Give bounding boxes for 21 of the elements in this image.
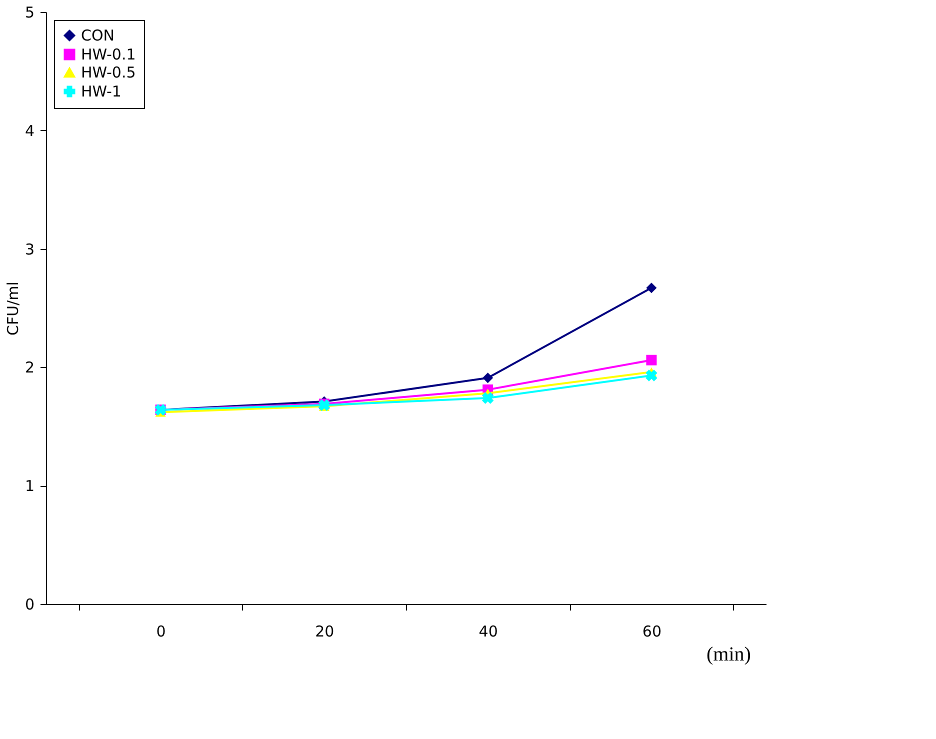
x-tick-label: 40 <box>478 622 498 640</box>
x-axis-title: (min) <box>706 644 751 666</box>
legend-label: HW-0.1 <box>81 46 136 64</box>
y-tick-label: 5 <box>24 4 34 22</box>
point <box>482 372 494 384</box>
y-tick-label: 3 <box>24 240 34 258</box>
y-tick-label: 1 <box>24 477 34 496</box>
y-tick-label: 4 <box>24 122 34 140</box>
y-tick-label: 0 <box>24 596 34 614</box>
legend-label: HW-0.5 <box>81 64 136 82</box>
point <box>646 354 657 366</box>
x-tick-label: 0 <box>156 622 166 640</box>
x-tick-label: 20 <box>315 622 334 640</box>
point <box>482 392 494 404</box>
x-tick-label: 60 <box>642 622 662 640</box>
y-tick-label: 2 <box>24 358 34 377</box>
legend-label: CON <box>81 26 115 44</box>
point <box>646 282 657 294</box>
point <box>646 370 658 382</box>
legend-label: HW-1 <box>81 82 122 100</box>
y-axis-title: CFU/ml <box>4 282 22 336</box>
